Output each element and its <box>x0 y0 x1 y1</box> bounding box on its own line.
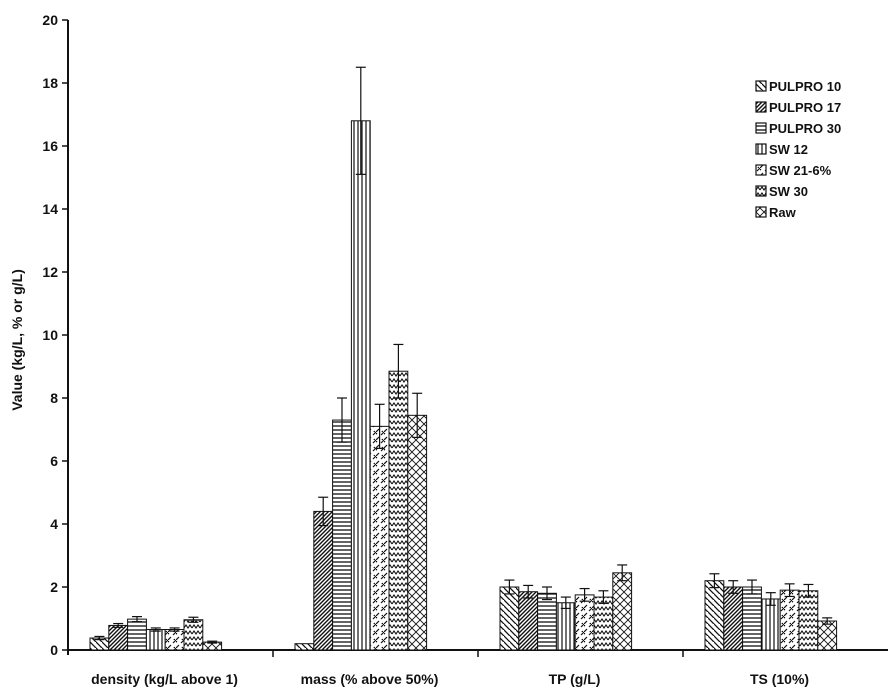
bar <box>145 629 166 651</box>
legend-label: PULPRO 10 <box>769 79 841 94</box>
legend-label: SW 21-6% <box>769 163 832 178</box>
y-axis-title: Value (kg/L, % or g/L) <box>9 269 25 411</box>
bar <box>499 586 520 651</box>
bar <box>407 414 428 651</box>
y-tick-label: 20 <box>42 12 58 28</box>
y-tick-label: 12 <box>42 264 58 280</box>
bar <box>704 580 725 651</box>
bar <box>108 624 129 651</box>
y-tick-label: 8 <box>50 390 58 406</box>
x-category-label: TS (10%) <box>750 671 809 687</box>
bar <box>760 598 781 651</box>
legend-label: SW 12 <box>769 142 808 157</box>
bar <box>313 510 334 651</box>
legend: PULPRO 10 PULPRO 17 PULPRO 30 SW 12 SW 21-6%… <box>755 79 841 220</box>
x-category-label: TP (g/L) <box>549 671 601 687</box>
axes <box>62 19 888 657</box>
bar <box>798 590 819 651</box>
legend-swatch <box>755 143 767 155</box>
y-tick-label: 10 <box>42 327 58 343</box>
legend-label: PULPRO 30 <box>769 121 841 136</box>
y-tick-label: 14 <box>42 201 58 217</box>
y-tick-label: 2 <box>50 579 58 595</box>
x-category-label: density (kg/L above 1) <box>91 671 238 687</box>
y-tick-label: 0 <box>50 642 58 658</box>
bar <box>183 619 204 651</box>
y-tick-label: 4 <box>50 516 58 532</box>
bar <box>779 589 800 651</box>
y-tick-label: 18 <box>42 75 58 91</box>
bars <box>89 66 838 651</box>
x-category-label: mass (% above 50%) <box>301 671 439 687</box>
legend-swatch <box>755 185 767 197</box>
legend-swatch <box>755 206 767 218</box>
bar <box>332 419 352 651</box>
bar <box>593 596 614 651</box>
bar <box>574 594 595 651</box>
bar <box>612 572 633 651</box>
bar <box>294 643 315 651</box>
bar <box>817 620 838 651</box>
legend-swatch <box>755 101 767 113</box>
bar <box>369 425 390 651</box>
legend-swatch <box>755 80 767 92</box>
bar <box>164 629 185 651</box>
legend-label: SW 30 <box>769 184 808 199</box>
legend-swatch <box>755 122 767 134</box>
bar <box>742 586 762 651</box>
bar <box>537 592 557 651</box>
bar <box>518 591 539 651</box>
y-tick-label: 16 <box>42 138 58 154</box>
legend-label: PULPRO 17 <box>769 100 841 115</box>
bar <box>388 370 409 651</box>
legend-swatch <box>755 164 767 176</box>
y-tick-label: 6 <box>50 453 58 469</box>
labels: 0 2 4 6 8 10 12 14 16 18 20 Value (kg/L, % or g/L) d… <box>9 12 809 687</box>
bar <box>350 120 371 651</box>
bar <box>127 618 147 651</box>
legend-label: Raw <box>769 205 797 220</box>
bar <box>723 586 744 651</box>
bar <box>555 602 576 651</box>
